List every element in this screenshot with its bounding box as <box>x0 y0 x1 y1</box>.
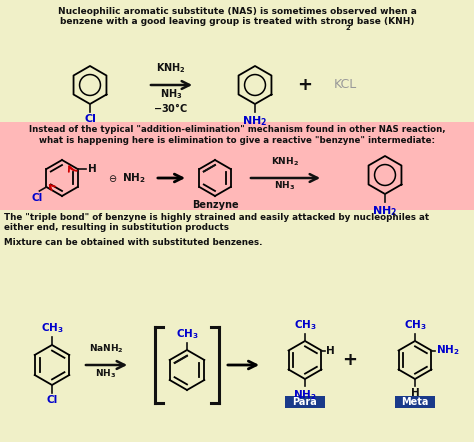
Text: $\mathbf{NH_3}$: $\mathbf{NH_3}$ <box>274 180 296 193</box>
Text: $\mathbf{CH_3}$: $\mathbf{CH_3}$ <box>175 327 199 341</box>
Text: $\mathbf{KNH_2}$: $\mathbf{KNH_2}$ <box>156 61 186 75</box>
Text: +: + <box>343 351 357 369</box>
Text: Meta: Meta <box>401 397 428 407</box>
Text: The "triple bond" of benzyne is highly strained and easily attacked by nucleophi: The "triple bond" of benzyne is highly s… <box>4 213 429 222</box>
Text: Cl: Cl <box>84 114 96 124</box>
Text: $\mathbf{-30°C}$: $\mathbf{-30°C}$ <box>154 101 189 114</box>
Text: KCL: KCL <box>333 79 356 91</box>
Text: $\mathbf{NH_2}$: $\mathbf{NH_2}$ <box>242 114 268 128</box>
Text: H: H <box>327 346 335 355</box>
Text: H: H <box>88 164 96 174</box>
Text: $\mathbf{NH_2}$: $\mathbf{NH_2}$ <box>122 171 146 185</box>
Text: $\mathbf{NH_2}$: $\mathbf{NH_2}$ <box>372 204 398 218</box>
Text: either end, resulting in substitution products: either end, resulting in substitution pr… <box>4 223 229 232</box>
Text: $\mathbf{NaNH_2}$: $\mathbf{NaNH_2}$ <box>89 343 123 355</box>
Text: benzene with a good leaving group is treated with strong base (KNH): benzene with a good leaving group is tre… <box>60 17 414 26</box>
Text: Nucleophilic aromatic substitute (NAS) is sometimes observed when a: Nucleophilic aromatic substitute (NAS) i… <box>57 7 417 16</box>
Text: +: + <box>298 76 312 94</box>
Text: Instead of the typical "addition-elimination" mechanism found in other NAS react: Instead of the typical "addition-elimina… <box>29 125 445 134</box>
Text: $\ominus$: $\ominus$ <box>109 172 118 183</box>
Text: $\mathbf{NH_2}$: $\mathbf{NH_2}$ <box>437 343 460 358</box>
Text: $\mathbf{NH_3}$: $\mathbf{NH_3}$ <box>95 367 117 380</box>
Text: $\mathbf{CH_3}$: $\mathbf{CH_3}$ <box>403 318 427 332</box>
Text: $\mathbf{CH_3}$: $\mathbf{CH_3}$ <box>293 318 317 332</box>
Text: $\mathbf{NH_3}$: $\mathbf{NH_3}$ <box>160 87 182 101</box>
Text: Para: Para <box>292 397 318 407</box>
Text: $\mathbf{NH_2}$: $\mathbf{NH_2}$ <box>293 388 317 402</box>
Text: H: H <box>410 388 419 398</box>
Text: Cl: Cl <box>46 395 58 405</box>
Text: what is happening here is elimination to give a reactive "benzyne" intermediate:: what is happening here is elimination to… <box>39 136 435 145</box>
Text: 2: 2 <box>346 25 351 31</box>
Text: Mixture can be obtained with substituted benzenes.: Mixture can be obtained with substituted… <box>4 238 263 247</box>
Bar <box>395 396 435 408</box>
Bar <box>0 122 474 210</box>
Text: $\mathbf{KNH_2}$: $\mathbf{KNH_2}$ <box>271 156 299 168</box>
Bar <box>285 396 325 408</box>
Text: $\mathbf{CH_3}$: $\mathbf{CH_3}$ <box>41 321 64 335</box>
Text: Benzyne: Benzyne <box>191 200 238 210</box>
Text: Cl: Cl <box>32 193 43 203</box>
